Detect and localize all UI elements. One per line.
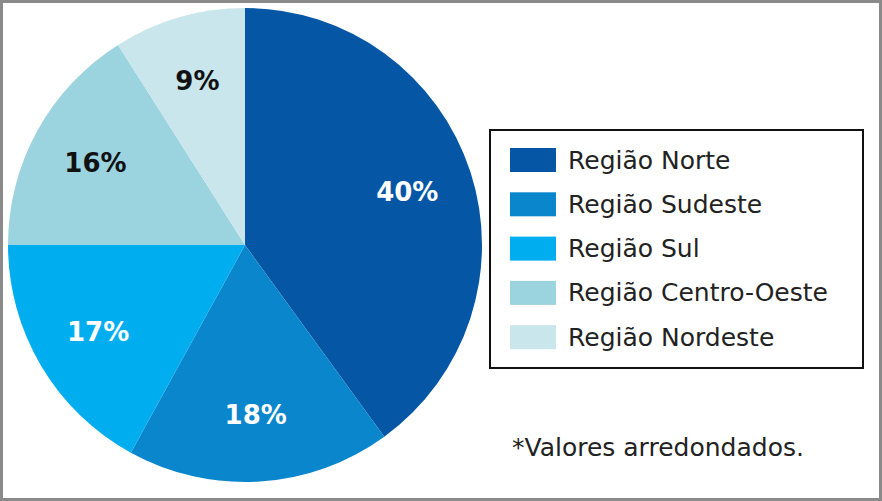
chart: 40% 18% 17% 16% 9% Região Norte Região Sudeste… — [0, 0, 882, 501]
legend-label: Região Sudeste — [568, 190, 762, 219]
legend: Região Norte Região Sudeste Região Sul Regi… — [490, 130, 863, 368]
legend-swatch — [510, 237, 556, 261]
legend-label: Região Sul — [568, 234, 700, 263]
pie-slice — [118, 8, 245, 245]
slices — [8, 8, 482, 482]
pie-slice — [8, 245, 245, 453]
data-label: 16% — [64, 148, 126, 178]
legend-label: Região Norte — [568, 146, 730, 175]
data-label: 9% — [175, 66, 219, 96]
frame — [2, 2, 881, 500]
legend-label: Região Nordeste — [568, 323, 774, 352]
legend-swatch — [510, 281, 556, 305]
legend-swatch — [510, 192, 556, 216]
legend-box — [490, 130, 863, 368]
data-label: 18% — [225, 400, 287, 430]
chart-container: 40% 18% 17% 16% 9% Região Norte Região Sudeste… — [0, 0, 882, 501]
annotation: *Valores arredondados. — [512, 433, 804, 462]
legend-swatch — [510, 148, 556, 172]
data-labels: 40% 18% 17% 16% 9% — [64, 66, 438, 430]
data-label: 40% — [376, 177, 438, 207]
legend-label: Região Centro-Oeste — [568, 278, 828, 307]
data-label: 17% — [67, 317, 129, 347]
legend-swatch — [510, 325, 556, 349]
